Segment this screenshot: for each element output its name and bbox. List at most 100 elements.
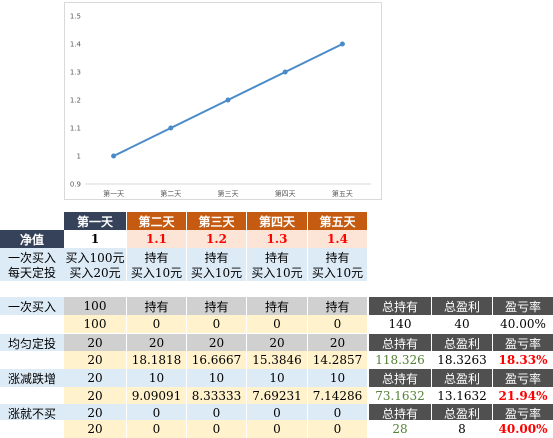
group1-shares-day3: 16.6667 <box>187 351 246 369</box>
row2-label: 一次买入 <box>0 248 64 266</box>
data-point <box>339 41 345 47</box>
group0-buy-day4: 持有 <box>247 297 307 315</box>
group0-shares-day3: 0 <box>187 315 246 333</box>
row2-day2: 持有 <box>127 248 186 266</box>
group2-total-profit: 13.1632 <box>432 387 492 405</box>
x-tick-label: 第三天 <box>218 189 239 198</box>
group3-buy-day2: 0 <box>127 404 186 422</box>
group1-total-profit: 18.3263 <box>432 351 492 369</box>
group1-shares-day2: 18.1818 <box>127 351 186 369</box>
group3-buy-day3: 0 <box>187 404 246 422</box>
data-point <box>111 153 117 159</box>
group3-shares-day4: 0 <box>247 420 307 438</box>
group0-buy-day5: 持有 <box>308 297 367 315</box>
group0-shares-day5: 0 <box>308 315 367 333</box>
row3-day1: 买入20元 <box>64 263 126 281</box>
group1-shares-day4: 15.3846 <box>247 351 307 369</box>
group0-label: 一次买入 <box>0 297 64 315</box>
group1-total-hold: 118.326 <box>369 351 431 369</box>
group1-buy-day2: 20 <box>127 334 186 352</box>
group2-shares-day1: 20 <box>64 387 126 405</box>
group2-buy-day2: 10 <box>127 369 186 387</box>
row2-day4: 持有 <box>247 248 307 266</box>
group0-total-hold: 140 <box>369 315 431 333</box>
nav-day3: 1.2 <box>187 230 246 248</box>
group2-buy-day1: 20 <box>64 369 126 387</box>
group1-buy-day4: 20 <box>247 334 307 352</box>
group2-rate: 21.94% <box>493 387 553 405</box>
x-tick-label: 第一天 <box>103 189 124 198</box>
group3-buy-day1: 20 <box>64 404 126 422</box>
group0-rate: 40.00% <box>493 315 553 333</box>
table1-header-day5: 第五天 <box>308 212 367 230</box>
table1-corner <box>0 212 64 230</box>
y-tick-label: 1 <box>77 153 81 161</box>
group2-shares-day3: 8.33333 <box>187 387 246 405</box>
group0-buy-day1: 100 <box>64 297 126 315</box>
group0-blank <box>0 315 64 333</box>
nav-label: 净值 <box>0 230 64 248</box>
y-tick-label: 1.3 <box>70 69 81 77</box>
summary-header-total-hold: 总持有 <box>369 297 431 315</box>
group3-shares-day5: 0 <box>308 420 367 438</box>
group1-rate: 18.33% <box>493 351 553 369</box>
table1-header-day2: 第二天 <box>127 212 186 230</box>
group3-blank <box>0 420 64 438</box>
group0-shares-day2: 0 <box>127 315 186 333</box>
y-tick-label: 1.1 <box>70 125 81 133</box>
group0-shares-day1: 100 <box>64 315 126 333</box>
group3-label: 涨就不买 <box>0 404 64 422</box>
summary-header-total-hold: 总持有 <box>369 404 431 422</box>
group3-rate: 40.00% <box>493 420 553 438</box>
group2-shares-day2: 9.09091 <box>127 387 186 405</box>
summary-header-rate: 盈亏率 <box>493 297 553 315</box>
row3-label: 每天定投 <box>0 263 64 281</box>
group1-blank <box>0 351 64 369</box>
nav-day4: 1.3 <box>247 230 307 248</box>
group0-shares-day4: 0 <box>247 315 307 333</box>
row3-day4: 买入10元 <box>247 263 307 281</box>
nav-day5: 1.4 <box>308 230 367 248</box>
line-chart: 0.9 1 1.1 1.2 1.3 1.4 1.5 第一天 第二天 第三天 第四天 第五天 <box>64 2 382 200</box>
group2-buy-day4: 10 <box>247 369 307 387</box>
group1-buy-day3: 20 <box>187 334 246 352</box>
x-tick-label: 第二天 <box>160 189 181 198</box>
table1-header-day3: 第三天 <box>187 212 246 230</box>
group1-buy-day5: 20 <box>308 334 367 352</box>
group1-shares-day5: 14.2857 <box>308 351 367 369</box>
summary-header-total-profit: 总盈利 <box>432 369 492 387</box>
x-tick-label: 第四天 <box>275 189 296 198</box>
nav-day1: 1 <box>64 230 126 248</box>
row3-day3: 买入10元 <box>187 263 246 281</box>
summary-header-rate: 盈亏率 <box>493 404 553 422</box>
summary-header-rate: 盈亏率 <box>493 369 553 387</box>
group3-buy-day4: 0 <box>247 404 307 422</box>
summary-header-total-profit: 总盈利 <box>432 404 492 422</box>
summary-header-total-hold: 总持有 <box>369 334 431 352</box>
row2-day1: 买入100元 <box>64 248 126 266</box>
row2-day5: 持有 <box>308 248 367 266</box>
data-point <box>168 125 174 131</box>
y-tick-label: 1.5 <box>70 13 81 21</box>
group2-shares-day4: 7.69231 <box>247 387 307 405</box>
group3-total-hold: 28 <box>369 420 431 438</box>
group0-total-profit: 40 <box>432 315 492 333</box>
y-tick-label: 1.2 <box>70 97 81 105</box>
summary-header-rate: 盈亏率 <box>493 334 553 352</box>
group3-buy-day5: 0 <box>308 404 367 422</box>
table1-header-day4: 第四天 <box>247 212 307 230</box>
group1-shares-day1: 20 <box>64 351 126 369</box>
row3-day2: 买入10元 <box>127 263 186 281</box>
group0-buy-day3: 持有 <box>187 297 246 315</box>
nav-day2: 1.1 <box>127 230 186 248</box>
table1-header-day1: 第一天 <box>64 212 126 230</box>
data-point <box>282 69 288 75</box>
row3-day5: 买入10元 <box>308 263 367 281</box>
group2-shares-day5: 7.14286 <box>308 387 367 405</box>
group3-shares-day3: 0 <box>187 420 246 438</box>
group2-blank <box>0 387 64 405</box>
x-tick-label: 第五天 <box>332 189 353 198</box>
summary-header-total-profit: 总盈利 <box>432 297 492 315</box>
group2-buy-day5: 10 <box>308 369 367 387</box>
data-point <box>225 97 231 103</box>
